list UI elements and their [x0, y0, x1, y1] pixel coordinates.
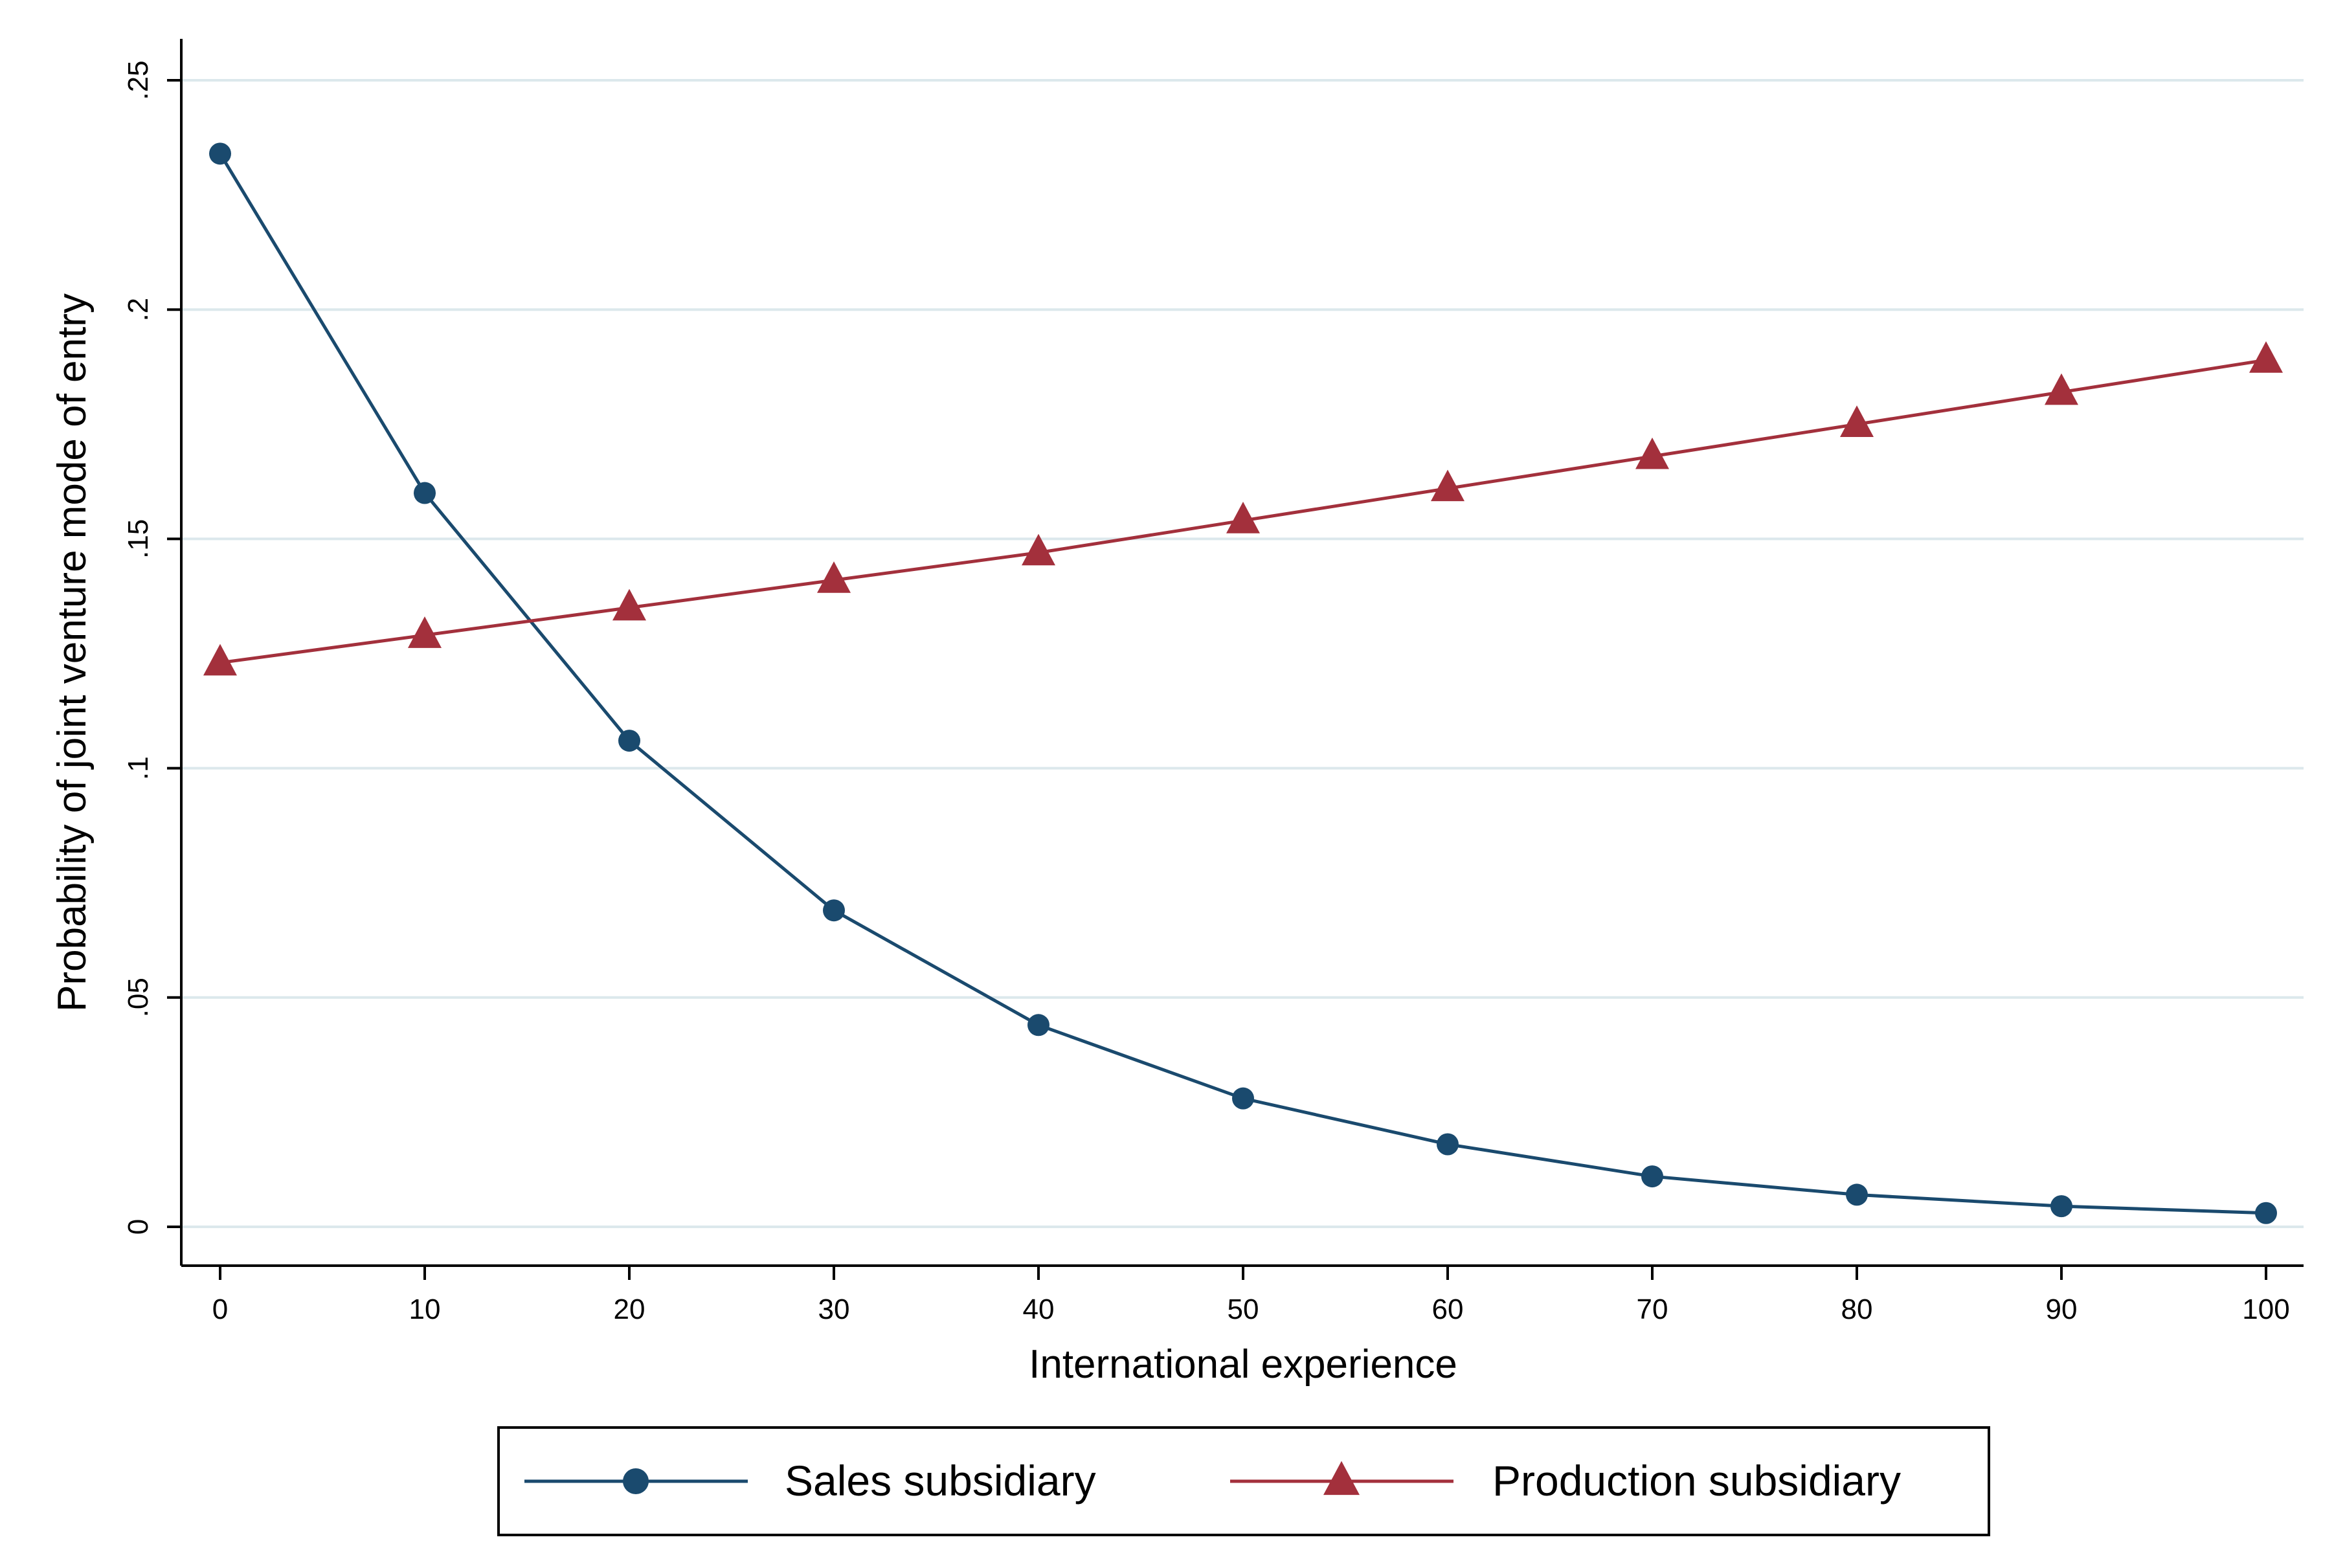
x-axis-title: International experience: [1029, 1342, 1457, 1387]
y-tick-label: .05: [122, 978, 154, 1017]
x-tick-label: 40: [1023, 1294, 1055, 1325]
data-point: [408, 616, 442, 648]
legend-marker-production: [1323, 1461, 1360, 1495]
x-tick-label: 80: [1841, 1294, 1873, 1325]
data-point: [2249, 341, 2283, 373]
y-tick-label: .15: [122, 519, 154, 559]
x-tick-label: 60: [1432, 1294, 1464, 1325]
data-point: [1437, 1133, 1459, 1156]
data-point: [414, 482, 436, 504]
legend: Sales subsidiary Production subsidiary: [497, 1426, 1990, 1536]
y-tick-label: .2: [122, 298, 154, 322]
x-tick-label: 70: [1637, 1294, 1668, 1325]
data-point: [1027, 1014, 1049, 1036]
y-axis-title: Probability of joint venture mode of ent…: [50, 293, 95, 1012]
data-point: [1232, 1087, 1254, 1110]
y-ticks: 0 .05 .1 .15 .2 .25: [122, 60, 181, 1235]
data-point: [1226, 502, 1260, 533]
data-point: [1431, 469, 1464, 502]
x-tick-label: 90: [2046, 1294, 2078, 1325]
data-point: [1840, 405, 1874, 437]
x-tick-label: 50: [1228, 1294, 1259, 1325]
data-point: [2255, 1202, 2277, 1224]
x-ticks: 0 10 20 30 40 50 60 70 80 90 100: [212, 1266, 2290, 1325]
y-tick-label: .1: [122, 756, 154, 780]
series-line: [218, 153, 2267, 1215]
data-point: [209, 142, 231, 165]
y-tick-label: 0: [122, 1219, 154, 1235]
x-tick-label: 100: [2242, 1294, 2289, 1325]
gridlines: [181, 79, 2304, 1228]
x-tick-label: 0: [212, 1294, 228, 1325]
data-point: [203, 644, 237, 676]
legend-marker-sales: [623, 1468, 649, 1494]
data-point: [817, 561, 851, 593]
x-tick-label: 20: [614, 1294, 645, 1325]
y-tick-label: .25: [122, 60, 154, 100]
data-point: [1641, 1165, 1663, 1188]
legend-label-sales: Sales subsidiary: [785, 1457, 1096, 1505]
axes: [180, 39, 2304, 1267]
data-point: [1635, 437, 1669, 469]
data-point: [618, 730, 640, 752]
series-production: [203, 341, 2283, 676]
series-layer: [203, 142, 2283, 1224]
data-point: [612, 588, 646, 621]
data-point: [2050, 1195, 2072, 1218]
legend-label-production: Production subsidiary: [1492, 1457, 1901, 1505]
series-sales: [209, 142, 2277, 1224]
data-point: [1846, 1183, 1868, 1206]
data-point: [823, 899, 845, 922]
x-tick-label: 30: [818, 1294, 850, 1325]
x-tick-label: 10: [409, 1294, 441, 1325]
data-point: [1022, 533, 1055, 566]
data-point: [2045, 373, 2078, 405]
